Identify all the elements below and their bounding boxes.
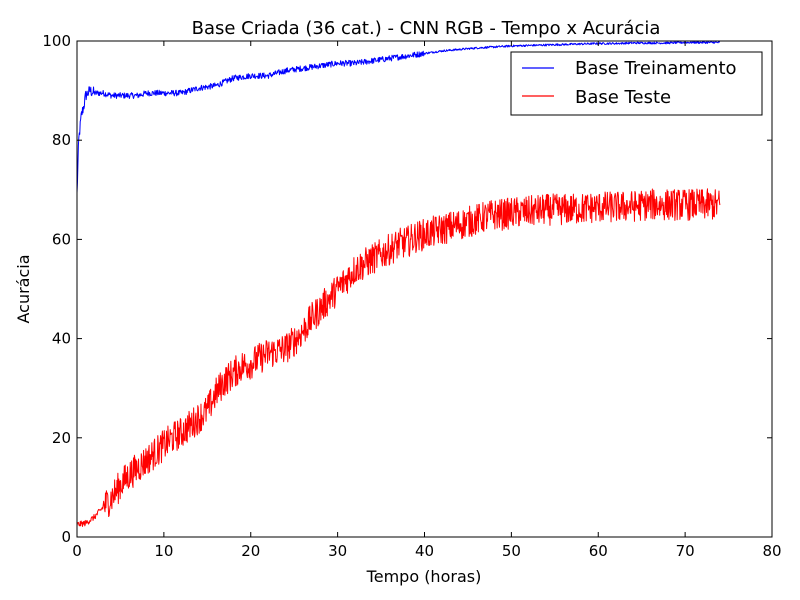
y-tick-label: 0: [61, 528, 71, 546]
x-tick-label: 40: [415, 542, 434, 560]
y-tick-label: 20: [52, 429, 71, 447]
y-tick-label: 80: [52, 131, 71, 149]
x-tick-label: 0: [72, 542, 82, 560]
y-tick-label: 60: [52, 230, 71, 248]
x-axis-label: Tempo (horas): [366, 567, 482, 586]
legend-label-base-treinamento: Base Treinamento: [575, 58, 737, 79]
series-line-base-treinamento: [77, 41, 720, 193]
x-tick-label: 50: [502, 542, 521, 560]
y-tick-label: 100: [42, 32, 71, 50]
x-axis: 0 10 20 30 40 50 60 70 80: [72, 41, 782, 560]
y-tick-label: 40: [52, 330, 71, 348]
x-tick-label: 60: [589, 542, 608, 560]
x-tick-label: 10: [154, 542, 173, 560]
x-tick-label: 70: [676, 542, 695, 560]
y-axis-label: Acurácia: [14, 254, 33, 323]
series-layer: [77, 41, 721, 527]
chart-title: Base Criada (36 cat.) - CNN RGB - Tempo …: [192, 18, 661, 39]
legend: Base Treinamento Base Teste: [510, 51, 763, 116]
x-tick-label: 80: [762, 542, 781, 560]
x-tick-label: 30: [328, 542, 347, 560]
legend-label-base-teste: Base Teste: [575, 87, 671, 108]
y-axis: 0 20 40 60 80 100: [42, 32, 772, 546]
x-tick-label: 20: [241, 542, 260, 560]
legend-box: [510, 51, 763, 116]
series-line-base-teste: [77, 188, 721, 527]
